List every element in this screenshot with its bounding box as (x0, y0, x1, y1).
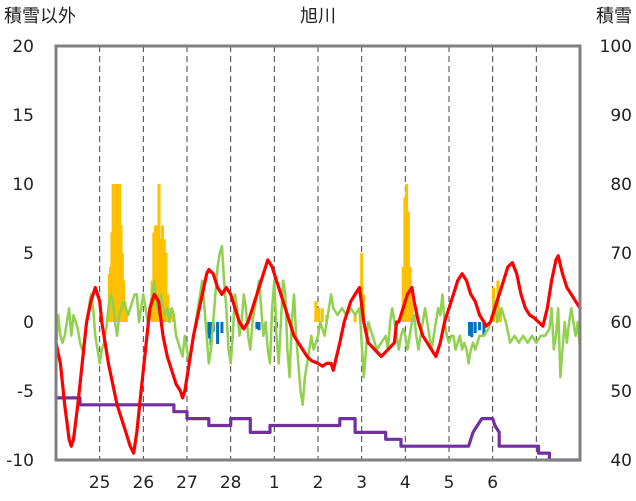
x-tick-label: 2 (313, 473, 324, 493)
precipitation-bar (157, 184, 161, 322)
precipitation-bar (164, 253, 168, 322)
x-tick-label: 28 (220, 473, 242, 493)
precipitation-bar (154, 225, 158, 322)
negative-bar (207, 322, 211, 339)
negative-bar (220, 322, 224, 334)
right-tick-label: 90 (610, 106, 632, 126)
precipitation-bar (123, 301, 127, 322)
right-tick-labels: 100 90 80 70 60 50 40 (600, 37, 632, 471)
x-tick-label: 25 (89, 473, 111, 493)
precipitation-bar (152, 232, 156, 322)
wind-line (54, 244, 582, 407)
negative-bar (468, 322, 472, 336)
negative-bar (216, 322, 220, 345)
negative-bar (255, 322, 259, 329)
left-tick-label: -5 (17, 382, 34, 402)
precipitation-bar (314, 301, 318, 322)
x-tick-label: 3 (356, 473, 367, 493)
left-axis-label: 積雪以外 (4, 6, 76, 27)
precipitation-bar (124, 315, 128, 322)
left-tick-labels: 20 15 10 5 0 -5 -10 (6, 37, 34, 471)
left-tick-label: 0 (23, 313, 34, 333)
precipitation-bar (401, 266, 405, 322)
snow_depth-line (54, 396, 582, 462)
x-tick-label: 1 (269, 473, 280, 493)
precipitation-bar (403, 197, 407, 322)
x-tick-label: 4 (400, 473, 411, 493)
negative-bar (470, 322, 474, 338)
x-tick-label: 27 (176, 473, 198, 493)
vertical-gridlines (99, 46, 537, 460)
precipitation-bar (405, 184, 409, 322)
chart-title: 旭川 (300, 6, 336, 27)
series-lines (54, 244, 582, 462)
negative-bar (257, 322, 261, 331)
x-tick-label: 26 (133, 473, 155, 493)
right-axis-label: 積雪 (596, 6, 632, 27)
x-tick-labels: 25 26 27 28 1 2 3 4 5 6 (89, 473, 498, 493)
precipitation-bar (155, 225, 159, 322)
right-tick-label: 50 (610, 382, 632, 402)
right-tick-label: 40 (610, 451, 632, 471)
precipitation-bar (408, 266, 412, 322)
precipitation-bars (107, 184, 503, 346)
x-tick-label: 6 (487, 473, 498, 493)
negative-bar (482, 322, 486, 336)
precipitation-bar (159, 239, 163, 322)
x-tick-label: 5 (444, 473, 455, 493)
precipitation-bar (317, 308, 321, 322)
precipitation-bar (320, 308, 324, 322)
precipitation-bar (353, 315, 357, 322)
left-tick-label: 15 (12, 106, 34, 126)
right-tick-label: 60 (610, 313, 632, 333)
negative-bar (478, 322, 482, 331)
plot-frame (54, 44, 582, 462)
right-tick-label: 100 (600, 37, 632, 57)
precipitation-bar (406, 211, 410, 322)
precipitation-bar (162, 239, 166, 322)
right-tick-label: 80 (610, 175, 632, 195)
precipitation-bar (499, 308, 503, 322)
left-tick-label: 20 (12, 37, 34, 57)
left-tick-label: 10 (12, 175, 34, 195)
right-tick-label: 70 (610, 244, 632, 264)
left-tick-label: -10 (6, 451, 34, 471)
precipitation-bar (161, 225, 165, 322)
temperature-line (54, 254, 582, 455)
negative-bar (473, 322, 477, 334)
left-tick-label: 5 (23, 244, 34, 264)
precipitation-bar (360, 253, 364, 322)
precipitation-bar (410, 301, 414, 322)
